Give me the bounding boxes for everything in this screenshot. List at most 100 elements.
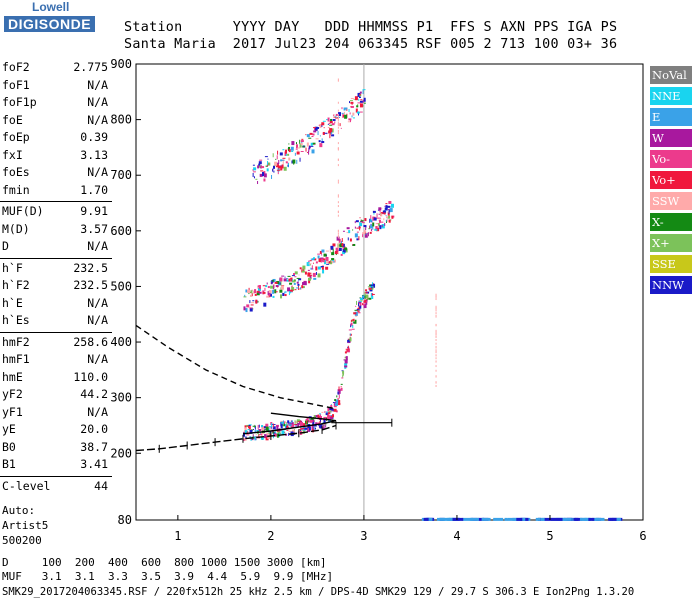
- echo-point: [298, 287, 302, 290]
- echo-point: [343, 359, 345, 361]
- echo-point: [330, 410, 333, 412]
- echo-point: [363, 225, 367, 228]
- echo-point: [353, 319, 357, 324]
- echo-point: [272, 282, 274, 284]
- param-ye: yE 20.0: [2, 422, 108, 438]
- echo-point: [312, 421, 315, 426]
- echo-point: [289, 428, 291, 430]
- echo-point: [371, 295, 374, 299]
- param-hmf2: hmF2 258.6: [2, 335, 108, 351]
- echo-point: [373, 210, 375, 212]
- echo-point: [388, 209, 390, 214]
- echo-point: [288, 291, 290, 296]
- echo-point: [264, 429, 266, 431]
- echo-point: [291, 422, 294, 425]
- echo-point: [349, 337, 352, 342]
- echo-point: [340, 383, 343, 385]
- echo-point: [372, 216, 376, 219]
- echo-point: [281, 275, 285, 277]
- echo-point: [273, 170, 275, 173]
- autoscaling-line: Auto:: [2, 504, 36, 517]
- echo-point: [369, 225, 373, 227]
- echo-point: [307, 272, 311, 277]
- es-echo: [457, 517, 464, 521]
- echo-point: [333, 114, 335, 116]
- echo-point: [435, 385, 437, 388]
- echo-point: [307, 269, 310, 271]
- echo-point: [352, 243, 356, 246]
- echo-point: [323, 418, 326, 423]
- x-tick-label: 2: [267, 529, 274, 543]
- echo-point: [372, 286, 374, 290]
- echo-point: [370, 285, 374, 290]
- legend-nnw: NNW: [650, 276, 692, 294]
- echo-point: [385, 203, 388, 205]
- echo-point: [435, 332, 437, 335]
- echo-point: [369, 225, 373, 229]
- echo-point: [360, 104, 364, 107]
- echo-point: [389, 219, 392, 221]
- echo-point: [383, 218, 385, 221]
- echo-point: [366, 233, 369, 236]
- echo-point: [281, 164, 284, 169]
- param-label: MUF(D): [2, 204, 44, 218]
- echo-point: [329, 411, 332, 413]
- echo-point: [252, 436, 256, 439]
- legend-x: X-: [650, 213, 692, 231]
- echo-point: [330, 417, 334, 420]
- echo-point: [338, 386, 340, 391]
- echo-point: [356, 300, 358, 305]
- echo-point: [359, 226, 361, 231]
- es-echo: [572, 517, 577, 521]
- echo-point: [335, 247, 339, 252]
- echo-point: [342, 374, 344, 378]
- echo-point: [435, 350, 437, 353]
- param-fmin: fmin 1.70: [2, 183, 108, 199]
- echo-point: [342, 251, 346, 255]
- echo-point: [251, 437, 254, 441]
- echo-point: [372, 216, 375, 221]
- echo-point: [328, 411, 332, 413]
- echo-point: [279, 278, 283, 282]
- echo-point: [331, 258, 335, 261]
- echo-point: [337, 122, 339, 125]
- echo-point: [337, 79, 339, 82]
- echo-point: [323, 416, 327, 419]
- echo-point: [290, 277, 293, 282]
- echo-point: [330, 118, 333, 122]
- echo-point: [280, 420, 284, 423]
- echo-point: [299, 428, 303, 430]
- echo-point: [285, 149, 288, 154]
- echo-point: [371, 293, 375, 295]
- echo-point: [341, 112, 344, 114]
- echo-point: [308, 277, 312, 281]
- echo-point: [306, 417, 309, 420]
- echo-point: [387, 211, 390, 213]
- echo-point: [359, 297, 362, 299]
- echo-point: [364, 295, 366, 299]
- echo-point: [370, 285, 373, 287]
- echo-point: [337, 181, 339, 184]
- echo-point: [313, 424, 317, 427]
- echo-point: [316, 422, 320, 425]
- echo-point: [289, 424, 292, 427]
- echo-point: [337, 132, 339, 135]
- param-separator: [0, 257, 112, 259]
- echo-point: [365, 301, 368, 305]
- echo-point: [291, 141, 295, 146]
- echo-point: [386, 216, 390, 219]
- echo-point: [356, 111, 360, 114]
- echo-point: [260, 165, 263, 169]
- echo-point: [337, 391, 340, 395]
- y-tick-label: 800: [110, 113, 132, 127]
- echo-point: [336, 399, 339, 404]
- echo-point: [326, 263, 330, 265]
- param-value: 1.70: [80, 182, 108, 197]
- echo-point: [292, 159, 296, 164]
- echo-point: [365, 294, 369, 299]
- echo-point: [382, 210, 386, 214]
- echo-point: [261, 428, 265, 431]
- echo-point: [342, 373, 344, 375]
- echo-point: [320, 257, 324, 262]
- echo-point: [245, 430, 248, 433]
